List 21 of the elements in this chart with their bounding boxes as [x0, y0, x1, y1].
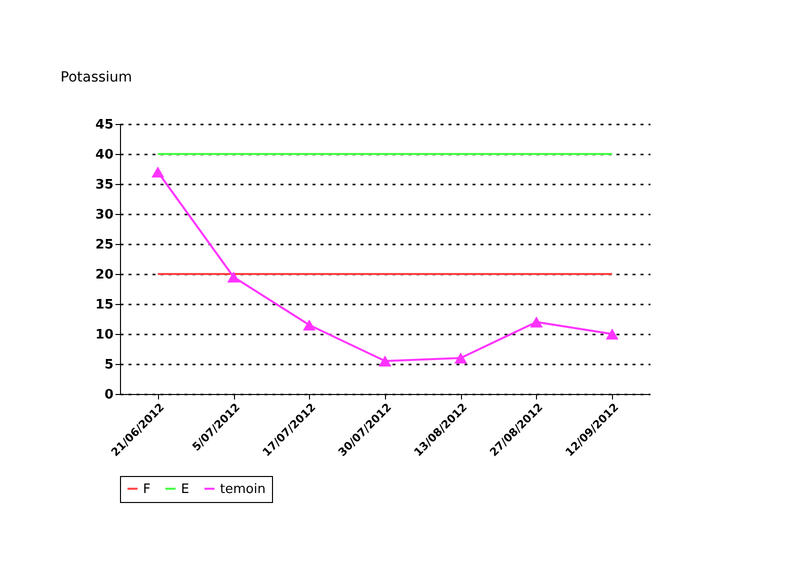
y-tick-label: 30 [95, 208, 114, 222]
legend-label: F [143, 482, 150, 497]
y-tick-label: 15 [95, 298, 114, 312]
point [530, 316, 543, 328]
point [227, 272, 240, 282]
y-tick-label: 20 [95, 268, 114, 282]
y-tick-label: 10 [95, 328, 114, 342]
point [378, 356, 392, 366]
point [454, 352, 468, 364]
legend-label: E [181, 482, 190, 497]
legend-label: temoin [220, 482, 266, 497]
point [606, 328, 618, 340]
y-tick-label: 40 [95, 148, 114, 162]
y-tick-label: 45 [95, 118, 114, 132]
y-tick-label: 5 [104, 358, 114, 372]
y-tick-label: 25 [95, 238, 114, 252]
y-tick-label: 0 [104, 388, 114, 402]
point [152, 166, 164, 178]
y-axis-title: Potassium [60, 70, 132, 86]
point [302, 320, 316, 330]
y-tick-label: 35 [95, 178, 114, 192]
